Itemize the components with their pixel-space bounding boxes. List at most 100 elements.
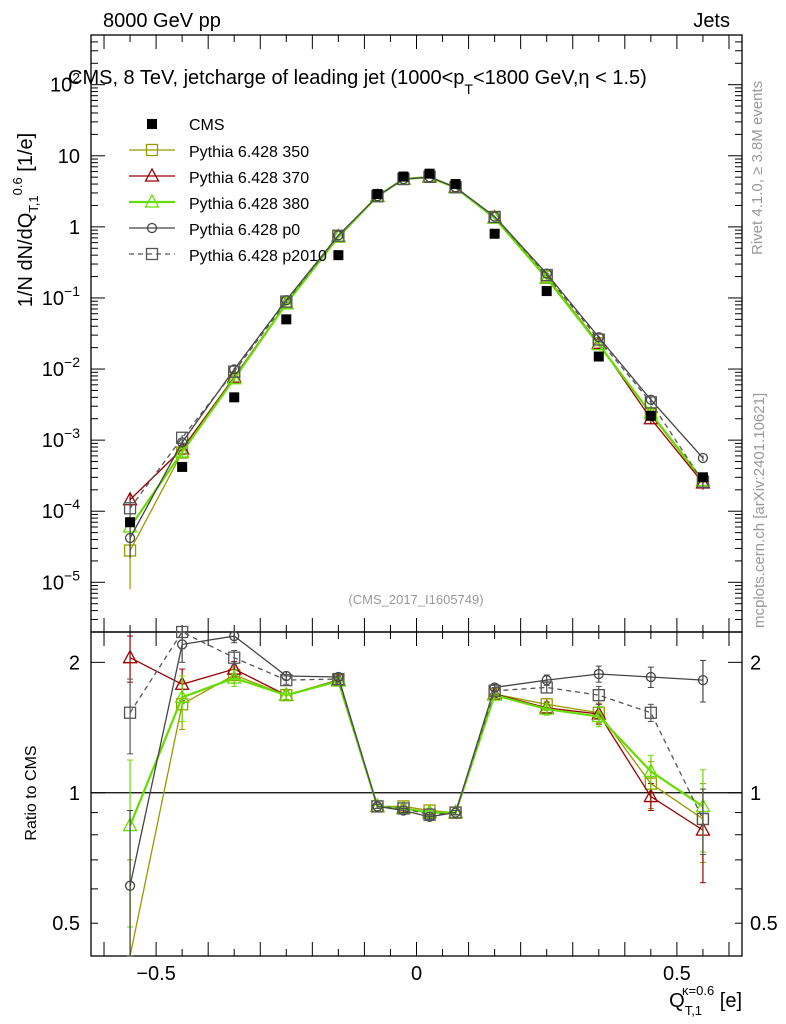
series-2-ratio-point xyxy=(278,686,294,701)
ratio-y-tick-label: 2 xyxy=(69,652,80,674)
ratio-y-axis-label: Ratio to CMS xyxy=(23,745,40,840)
data-point xyxy=(593,351,604,362)
analysis-watermark: (CMS_2017_I1605749) xyxy=(348,592,483,607)
series-4-ratio-point xyxy=(332,672,345,686)
series-2-point xyxy=(330,228,346,243)
series-4-point xyxy=(644,396,658,409)
ratio-y-tick-label: 1 xyxy=(69,783,80,805)
series-3-ratio-point xyxy=(645,671,657,683)
legend-label-data: CMS xyxy=(189,117,225,134)
data-point xyxy=(177,461,188,472)
series-3-point xyxy=(229,364,240,375)
y-tick-label: 1 xyxy=(69,217,80,239)
series-3-ratio-point xyxy=(229,630,240,642)
series-4-ratio-point xyxy=(540,681,553,694)
series-4-point xyxy=(540,268,553,282)
data-point xyxy=(645,410,656,421)
series-2-point xyxy=(591,336,607,351)
series-4-point xyxy=(488,210,501,224)
data-point xyxy=(424,168,435,179)
data-point xyxy=(541,286,552,297)
series-2-ratio-line xyxy=(129,676,704,826)
ratio-plot-area xyxy=(122,625,711,957)
legend-marker-series-3 xyxy=(146,222,158,234)
series-0-ratio-line xyxy=(129,674,704,957)
x-tick-label: 0 xyxy=(411,963,422,985)
x-axis-label: QT,1κ=0.6 [e] xyxy=(669,983,742,1018)
legend-marker-series-4 xyxy=(145,247,159,261)
plot-title-main: CMS, 8 TeV, jetcharge of leading jet (10… xyxy=(68,67,464,89)
plot-title: CMS, 8 TeV, jetcharge of leading jet (10… xyxy=(68,67,647,97)
data-point xyxy=(372,188,383,199)
series-4-point xyxy=(228,365,241,378)
legend: CMS Pythia 6.428 350 Pythia 6.428 370 Py… xyxy=(129,117,327,265)
x-tick-label: −0.5 xyxy=(136,963,175,985)
series-2-ratio-point xyxy=(643,763,659,778)
series-4-point xyxy=(123,502,137,515)
legend-label-series-3: Pythia 6.428 p0 xyxy=(189,222,300,239)
y-tick-label: 102 xyxy=(50,70,80,97)
y-tick-label: 10−1 xyxy=(42,283,80,310)
legend-label-series-1: Pythia 6.428 370 xyxy=(189,170,309,187)
series-4-point xyxy=(332,229,345,242)
y-tick-label: 10−3 xyxy=(42,425,80,452)
series-2-point xyxy=(174,443,190,458)
series-4-ratio-point xyxy=(423,808,436,821)
series-4-ratio-point xyxy=(488,684,501,697)
legend-marker-series-2 xyxy=(144,193,160,208)
series-4-ratio-point xyxy=(228,651,241,664)
legend-label-series-4: Pythia 6.428 p2010 xyxy=(189,248,327,265)
series-2-ratio-point xyxy=(487,686,503,701)
series-4-point xyxy=(592,333,605,346)
series-4-ratio-line xyxy=(129,631,704,820)
legend-marker-data xyxy=(147,119,157,129)
legend-label-series-2: Pythia 6.428 380 xyxy=(189,196,309,213)
data-point xyxy=(489,228,500,239)
series-1-ratio-point xyxy=(643,788,659,803)
plot-title-sub: T xyxy=(464,81,473,97)
ratio-y-tick-label-right: 2 xyxy=(750,652,761,674)
header-right-label: Jets xyxy=(693,10,730,32)
series-4-line xyxy=(129,176,704,509)
y-tick-label: 10 xyxy=(58,146,80,168)
series-4-ratio-point xyxy=(449,806,462,819)
data-point xyxy=(450,179,461,190)
series-3-ratio-line xyxy=(129,635,703,886)
series-4-point xyxy=(175,431,189,444)
rivet-version-label: Rivet 4.1.0, ≥ 3.8M events xyxy=(749,81,766,255)
mcplots-label: mcplots.cern.ch [arXiv:2401.10621] xyxy=(751,393,768,628)
series-2-ratio-point xyxy=(539,700,555,715)
series-1-ratio-line xyxy=(129,657,704,831)
series-4-ratio-point xyxy=(371,800,384,813)
data-point xyxy=(697,472,708,483)
series-4-point xyxy=(280,295,293,308)
series-3-point xyxy=(697,452,709,464)
y-tick-label: 10−5 xyxy=(42,567,80,594)
data-point xyxy=(333,250,344,261)
series-4-ratio-point xyxy=(644,706,658,719)
ratio-panel-frame xyxy=(90,631,743,957)
series-3-ratio-point xyxy=(697,674,709,686)
legend-marker-series-0 xyxy=(145,143,159,157)
data-point xyxy=(281,314,292,325)
y-tick-label: 10−2 xyxy=(42,354,80,381)
ratio-y-tick-label-right: 0.5 xyxy=(750,913,778,935)
y-tick-label: 10−4 xyxy=(42,496,80,523)
data-point xyxy=(229,392,240,403)
series-4-ratio-point xyxy=(696,812,710,826)
series-4-ratio-point xyxy=(592,689,605,702)
series-3-point xyxy=(124,532,136,544)
x-tick-label: 0.5 xyxy=(663,963,691,985)
header-left-label: 8000 GeV pp xyxy=(103,10,221,32)
series-2-ratio-point xyxy=(226,669,242,684)
data-point xyxy=(398,171,409,182)
series-2-ratio-point xyxy=(174,689,190,704)
ratio-y-tick-label: 0.5 xyxy=(52,913,80,935)
y-axis-label: 1/N dN/dQT,10.6 [1/e] xyxy=(10,133,41,307)
data-point xyxy=(125,517,136,528)
series-4-ratio-point xyxy=(397,802,410,815)
legend-label-series-0: Pythia 6.428 350 xyxy=(189,144,309,161)
main-plot-area xyxy=(122,168,711,590)
series-4-ratio-point xyxy=(175,625,189,639)
